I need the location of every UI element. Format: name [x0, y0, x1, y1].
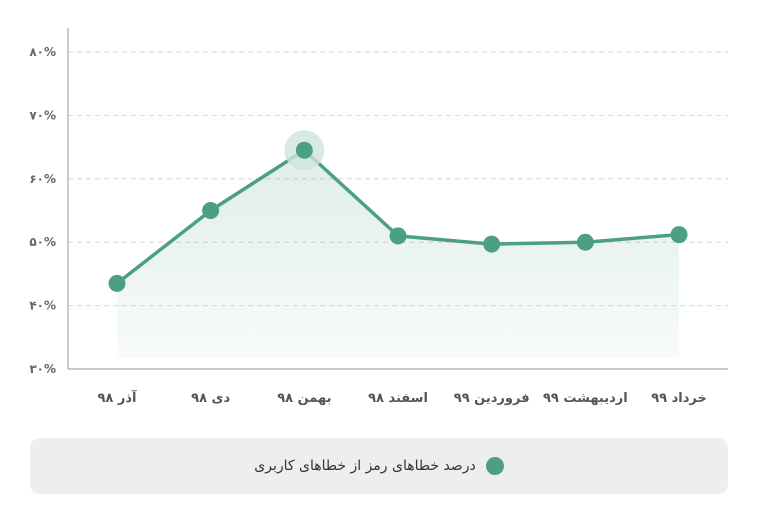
- data-point: [295, 141, 313, 159]
- x-tick-label: اسفند ۹۸: [368, 391, 428, 406]
- x-tick-labels: آذر ۹۸ دی ۹۸ بهمن ۹۸ اسفند ۹۸ فروردین ۹۹ اردی…: [97, 389, 706, 406]
- data-point: [389, 227, 407, 245]
- data-point: [670, 226, 688, 244]
- y-tick-label: ۸۰%: [29, 45, 56, 59]
- y-tick-label: ۳۰%: [29, 362, 56, 376]
- legend-label: درصد خطاهای رمز از خطاهای کاربری: [254, 458, 476, 474]
- legend-marker: [485, 457, 504, 475]
- series-area: [117, 150, 680, 358]
- y-tick-label: ۴۰%: [29, 299, 56, 313]
- axes: [67, 28, 728, 370]
- x-tick-label: آذر ۹۸: [97, 389, 137, 406]
- data-points: [108, 130, 688, 292]
- data-point: [483, 235, 501, 253]
- x-tick-label: بهمن ۹۸: [277, 391, 331, 406]
- x-tick-label: اردیبهشت ۹۹: [543, 391, 628, 406]
- data-point: [202, 202, 220, 219]
- x-tick-label: فروردین ۹۹: [454, 391, 530, 406]
- x-tick-label: خرداد ۹۹: [651, 391, 707, 406]
- line-chart: ۳۰% ۴۰% ۵۰% ۶۰% ۷۰% ۸۰% آذر ۹۸ دی ۹۸ بهمن ۹۸ اسف…: [29, 28, 728, 406]
- legend: درصد خطاهای رمز از خطاهای کاربری: [30, 438, 728, 494]
- y-tick-label: ۷۰%: [29, 108, 56, 122]
- x-tick-label: دی ۹۸: [191, 391, 230, 406]
- data-point: [576, 233, 594, 251]
- area-fill: [117, 150, 680, 358]
- y-tick-labels: ۳۰% ۴۰% ۵۰% ۶۰% ۷۰% ۸۰%: [29, 45, 56, 376]
- y-tick-label: ۵۰%: [29, 235, 56, 249]
- y-tick-label: ۶۰%: [29, 172, 56, 186]
- data-point: [108, 274, 126, 292]
